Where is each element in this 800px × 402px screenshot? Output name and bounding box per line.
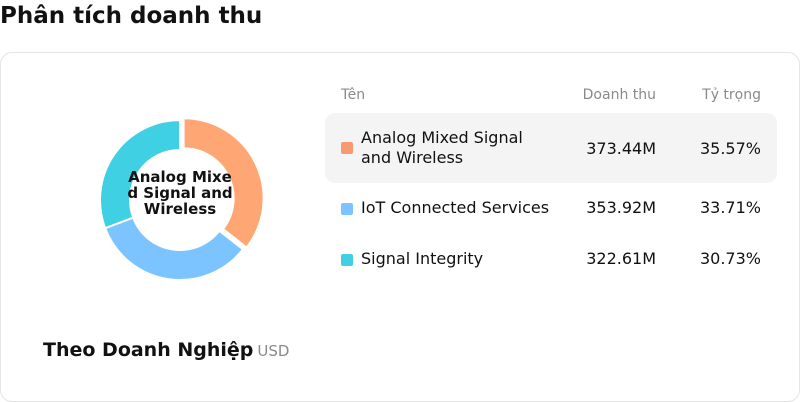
revenue-table: Tên Doanh thu Tỷ trọng Analog Mixed Sign… [325,81,777,285]
breakdown-title: Theo Doanh Nghiệp USD [43,339,289,361]
header-share: Tỷ trọng [702,87,761,103]
row-name: Signal Integrity [361,249,484,268]
row-revenue: 373.44M [586,139,656,158]
header-revenue: Doanh thu [582,87,656,103]
legend-swatch [341,142,353,154]
header-name: Tên [341,87,366,103]
donut-center-label: Analog Mixed Signal and Wireless [127,168,233,218]
row-revenue: 353.92M [586,198,656,217]
donut-chart: Analog Mixed Signal and Wireless [95,115,265,285]
row-share: 30.73% [699,249,761,268]
table-row-signal-integrity[interactable]: Signal Integrity 322.61M 30.73% [325,234,777,285]
table-header: Tên Doanh thu Tỷ trọng [325,81,777,113]
row-name: IoT Connected Services [361,198,550,217]
currency-unit: USD [257,342,290,360]
table-row-iot[interactable]: IoT Connected Services 353.92M 33.71% [325,183,777,234]
row-share: 33.71% [699,198,761,217]
page-title: Phân tích doanh thu [0,3,263,29]
legend-swatch [341,254,353,266]
donut-slice-2[interactable] [103,216,245,281]
donut-svg [99,117,265,281]
legend-swatch [341,203,353,215]
row-name: Analog Mixed Signal and Wireless [361,128,523,167]
row-revenue: 322.61M [586,249,656,268]
donut-slice-1[interactable] [182,117,265,249]
breakdown-label: Theo Doanh Nghiệp [43,339,254,361]
revenue-card: Analog Mixed Signal and Wireless Theo Do… [0,52,800,402]
donut-slice-3[interactable] [99,118,181,230]
table-row-analog[interactable]: Analog Mixed Signal and Wireless 373.44M… [325,113,777,183]
row-share: 35.57% [699,139,761,158]
